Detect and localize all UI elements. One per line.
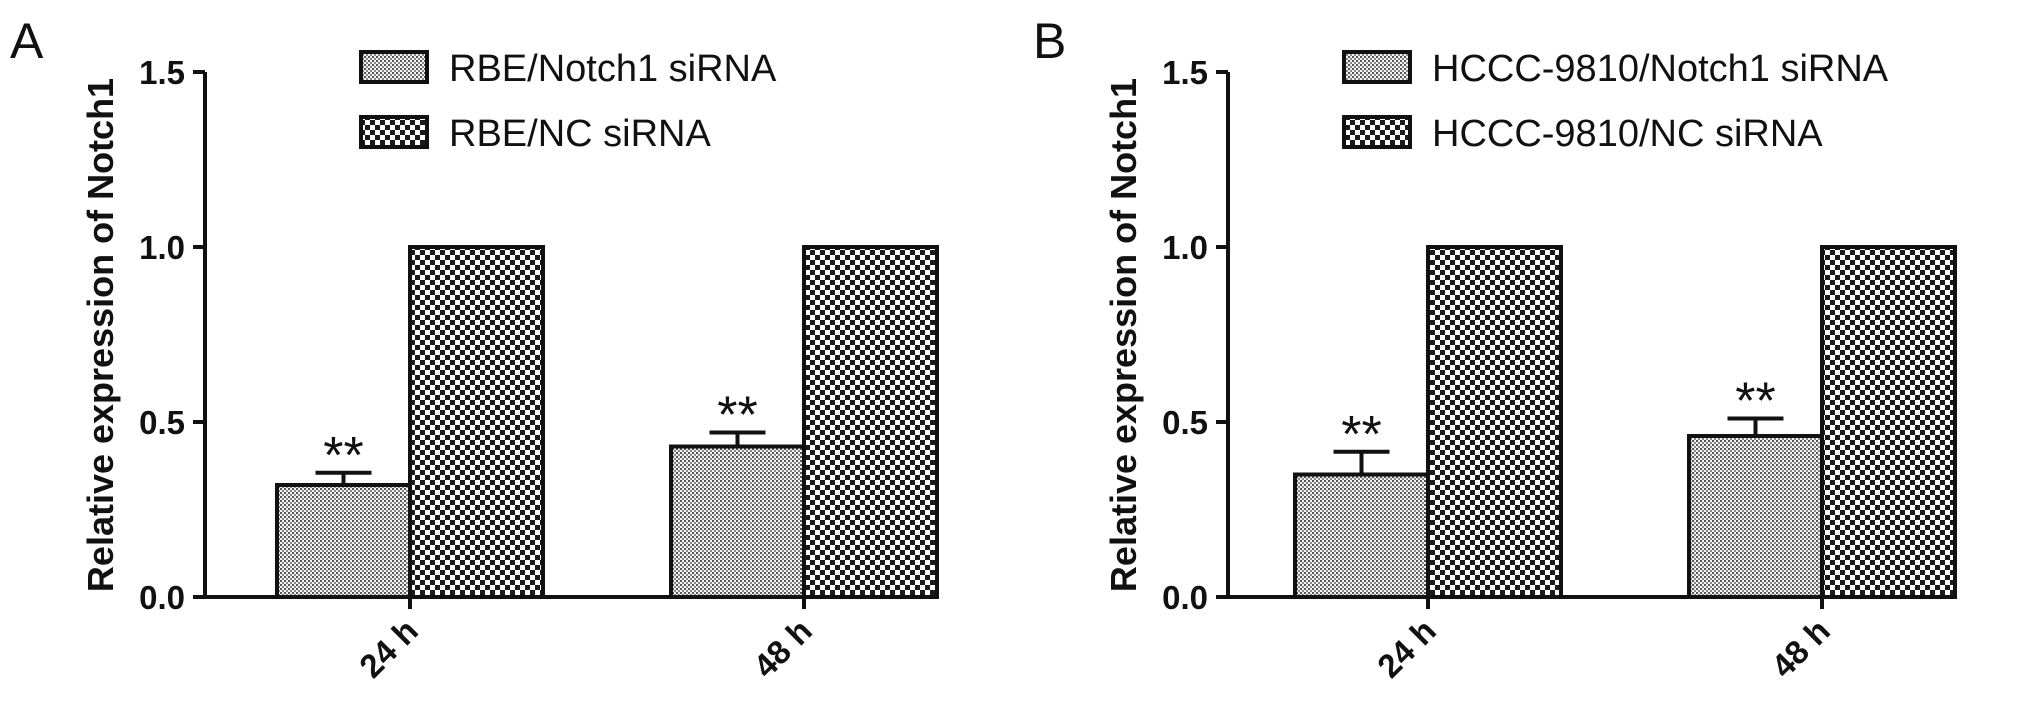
plot-area-a: 0.0 0.5 1.0 1.5 ** 24 h ** 48 h (139, 54, 939, 685)
y-tick-label-a-3: 1.5 (139, 54, 185, 91)
legend-swatch-nc-sirna-a (359, 115, 429, 149)
legend-b: HCCC-9810/Notch1 siRNA HCCC-9810/NC siRN… (1342, 48, 1889, 155)
significance-label-b-c1: ** (1735, 373, 1775, 431)
x-tick-label-b-1: 48 h (1764, 612, 1837, 685)
y-tick-label-a-1: 0.5 (139, 404, 185, 441)
legend-label-notch1-sirna-b: HCCC-9810/Notch1 siRNA (1432, 48, 1889, 90)
panel-letter-b: B (1033, 13, 1066, 69)
legend-swatch-notch1-sirna-b (1342, 50, 1412, 84)
bar-a-s1-c0 (408, 245, 545, 599)
legend-a: RBE/Notch1 siRNA RBE/NC siRNA (359, 48, 777, 155)
chart-panel-b: B Relative expression of Notch1 0.0 0.5 1.… (1033, 13, 1957, 685)
legend-label-notch1-sirna-a: RBE/Notch1 siRNA (449, 48, 777, 90)
y-tick-label-a-0: 0.0 (139, 579, 185, 616)
legend-swatch-notch1-sirna-a (359, 50, 429, 84)
y-tick-label-a-2: 1.0 (139, 229, 185, 266)
y-tick-label-b-1: 0.5 (1162, 404, 1208, 441)
chart-panel-a: A Relative expression of Notch1 0.0 0.5 1.… (10, 13, 939, 685)
x-tick-label-a-0: 24 h (352, 612, 425, 685)
legend-label-nc-sirna-a: RBE/NC siRNA (449, 113, 711, 155)
bar-a-s0-c1 (669, 444, 806, 599)
y-tick-label-b-0: 0.0 (1162, 579, 1208, 616)
legend-label-nc-sirna-b: HCCC-9810/NC siRNA (1432, 113, 1823, 155)
bar-b-s1-c0 (1426, 245, 1563, 599)
plot-area-b: 0.0 0.5 1.0 1.5 ** 24 h ** 48 h (1162, 54, 1957, 685)
x-tick-label-a-1: 48 h (746, 612, 819, 685)
legend-swatch-nc-sirna-b (1342, 115, 1412, 149)
significance-label-a-c1: ** (717, 387, 757, 445)
y-tick-label-b-3: 1.5 (1162, 54, 1208, 91)
y-axis-title-a: Relative expression of Notch1 (80, 78, 121, 592)
bar-b-s1-c1 (1820, 245, 1957, 599)
y-tick-label-b-2: 1.0 (1162, 229, 1208, 266)
significance-label-b-c0: ** (1341, 406, 1381, 464)
y-axis-title-b: Relative expression of Notch1 (1103, 78, 1144, 592)
significance-label-a-c0: ** (323, 427, 363, 485)
bar-b-s0-c0 (1293, 472, 1430, 599)
bar-b-s0-c1 (1687, 434, 1824, 599)
bar-a-s0-c0 (275, 483, 412, 599)
panel-letter-a: A (10, 13, 44, 69)
bar-a-s1-c1 (802, 245, 939, 599)
x-tick-label-b-0: 24 h (1370, 612, 1443, 685)
